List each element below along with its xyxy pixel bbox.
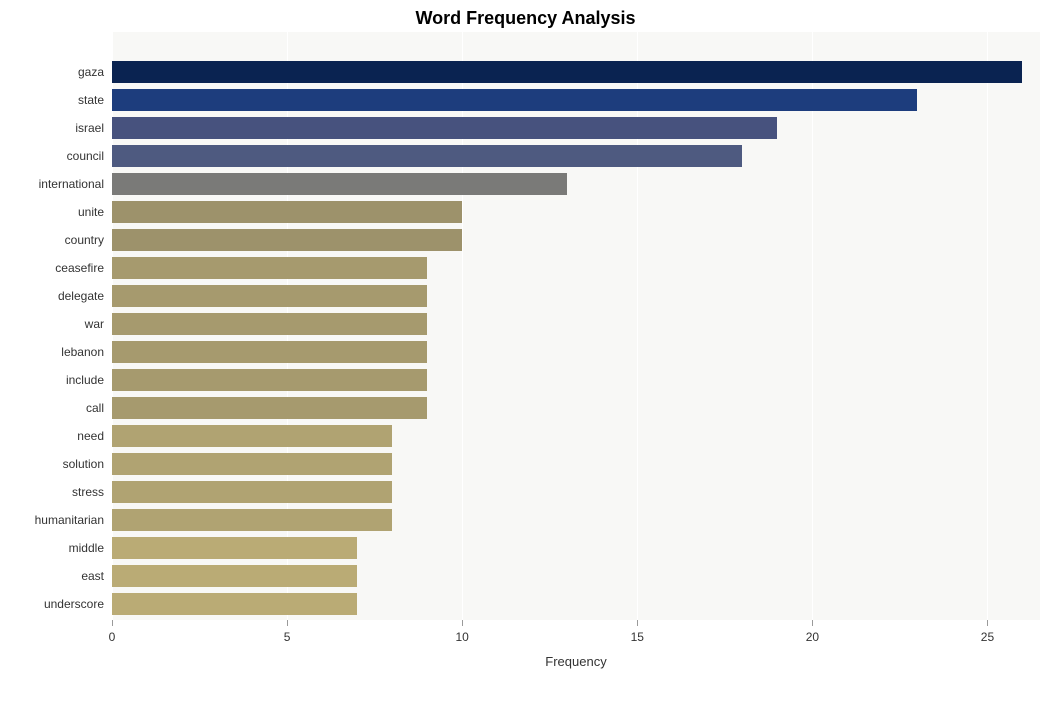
grid-line	[987, 32, 988, 620]
bar	[112, 537, 357, 559]
x-tick-mark	[637, 620, 638, 626]
bar	[112, 229, 462, 251]
x-tick-mark	[287, 620, 288, 626]
bar	[112, 593, 357, 615]
bar	[112, 397, 427, 419]
x-tick-label: 0	[109, 630, 116, 644]
y-axis-label: israel	[75, 121, 104, 135]
bar	[112, 145, 742, 167]
x-tick-label: 10	[456, 630, 469, 644]
chart-container: Word Frequency Analysis Frequency 0 5 10 15…	[0, 0, 1051, 701]
plot-area	[112, 32, 1040, 620]
x-tick-label: 5	[284, 630, 291, 644]
bar	[112, 565, 357, 587]
y-axis-label: delegate	[58, 289, 104, 303]
bar	[112, 117, 777, 139]
x-axis-label: Frequency	[545, 654, 606, 669]
bar	[112, 61, 1022, 83]
x-tick-mark	[462, 620, 463, 626]
bar	[112, 257, 427, 279]
y-axis-label: unite	[78, 205, 104, 219]
bar	[112, 89, 917, 111]
x-tick-mark	[987, 620, 988, 626]
y-axis-label: need	[77, 429, 104, 443]
x-tick-label: 20	[806, 630, 819, 644]
y-axis-label: underscore	[44, 597, 104, 611]
y-axis-label: stress	[72, 485, 104, 499]
grid-line	[812, 32, 813, 620]
y-axis-label: international	[39, 177, 104, 191]
bar	[112, 425, 392, 447]
x-tick-mark	[812, 620, 813, 626]
y-axis-label: solution	[63, 457, 104, 471]
x-tick-label: 25	[981, 630, 994, 644]
y-axis-label: council	[67, 149, 104, 163]
y-axis-label: gaza	[78, 65, 104, 79]
bar	[112, 173, 567, 195]
bar	[112, 369, 427, 391]
y-axis-label: humanitarian	[35, 513, 104, 527]
y-axis-label: middle	[69, 541, 104, 555]
chart-title: Word Frequency Analysis	[0, 8, 1051, 29]
y-axis-label: lebanon	[61, 345, 104, 359]
bar	[112, 201, 462, 223]
y-axis-label: include	[66, 373, 104, 387]
bar	[112, 341, 427, 363]
y-axis-label: ceasefire	[55, 261, 104, 275]
bar	[112, 285, 427, 307]
y-axis-label: state	[78, 93, 104, 107]
x-tick-mark	[112, 620, 113, 626]
y-axis-label: call	[86, 401, 104, 415]
bar	[112, 313, 427, 335]
y-axis-label: war	[85, 317, 104, 331]
y-axis-label: east	[81, 569, 104, 583]
y-axis-label: country	[65, 233, 104, 247]
bar	[112, 481, 392, 503]
bar	[112, 509, 392, 531]
x-tick-label: 15	[631, 630, 644, 644]
bar	[112, 453, 392, 475]
